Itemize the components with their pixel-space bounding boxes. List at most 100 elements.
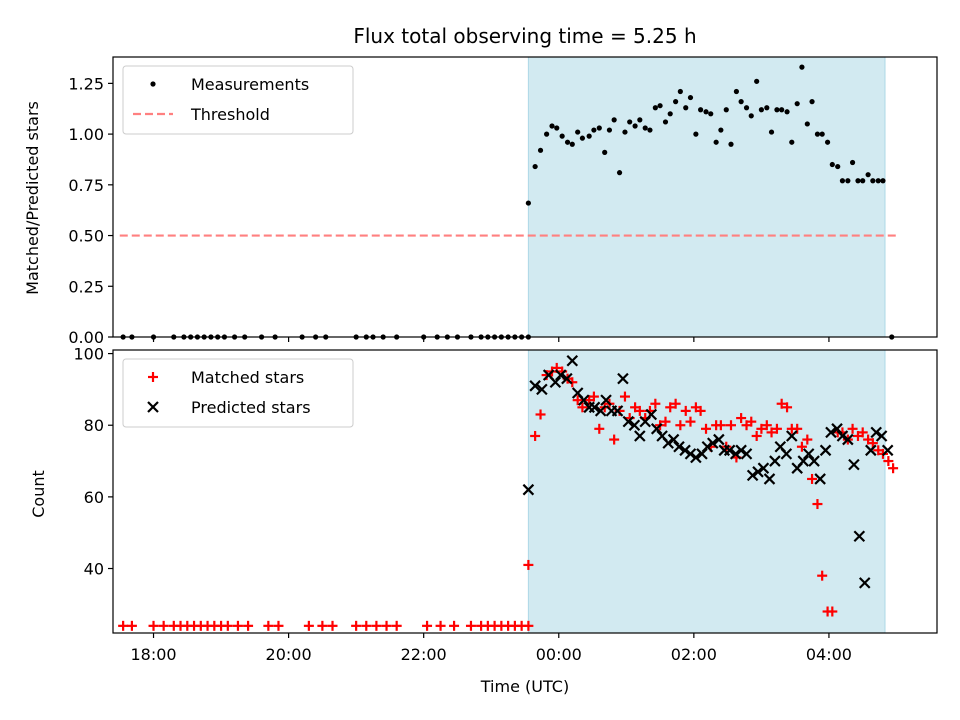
- measurement-point: [569, 141, 575, 147]
- measurement-point: [693, 131, 699, 137]
- x-axis-ticks: [152, 337, 830, 342]
- measurement-point: [784, 109, 790, 115]
- predicted-star-point: [522, 483, 535, 496]
- matched-star-point: [273, 620, 284, 631]
- predicted-star-point: [723, 444, 736, 457]
- matched-star-point: [351, 620, 362, 631]
- measurement-point: [748, 113, 754, 119]
- measurement-point: [532, 163, 538, 170]
- measurement-point: [804, 121, 810, 127]
- matched-star-point: [685, 416, 696, 427]
- matched-star-point: [572, 395, 583, 406]
- matched-star-point: [857, 427, 868, 438]
- x-tick-label: 00:00: [536, 645, 582, 664]
- matched-star-point: [126, 620, 137, 631]
- matched-star-point: [118, 620, 129, 631]
- matched-star-point: [263, 620, 274, 631]
- matched-star-point: [609, 434, 620, 445]
- y-tick-label: 100: [73, 345, 104, 364]
- measurement-point: [591, 127, 597, 133]
- predicted-star-point: [757, 462, 770, 474]
- matched-star-point: [867, 438, 878, 449]
- measurement-point: [829, 161, 835, 168]
- matched-star-point: [650, 398, 661, 409]
- matched-star-point: [158, 620, 169, 631]
- legend-label: Measurements: [191, 75, 309, 94]
- matched-star-point: [222, 620, 233, 631]
- predicted-star-point: [650, 423, 663, 435]
- matched-star-point: [675, 420, 686, 431]
- measurement-point: [839, 178, 846, 184]
- measurement-point: [768, 129, 775, 135]
- matched-star-point: [726, 420, 736, 431]
- predicted-star-point: [536, 383, 548, 396]
- measurement-point: [728, 141, 734, 147]
- measurement-point: [698, 107, 704, 113]
- y-axis-label: Matched/Predicted stars: [23, 101, 42, 295]
- matched-star-point: [303, 620, 314, 631]
- legend-label: Threshold: [190, 105, 270, 124]
- measurement-point: [616, 170, 623, 176]
- matched-star-point: [588, 391, 599, 402]
- predicted-star-point: [673, 440, 685, 453]
- y-tick-label: 40: [84, 560, 104, 579]
- predicted-star-point: [645, 408, 658, 421]
- measurement-point: [718, 127, 724, 133]
- predicted-star-point: [825, 426, 837, 439]
- matched-star-point: [535, 409, 546, 420]
- measurement-point: [657, 103, 663, 109]
- predicted-star-point: [836, 430, 849, 442]
- measurement-point: [774, 107, 780, 113]
- matched-star-point: [847, 423, 858, 434]
- matched-star-point: [670, 398, 681, 409]
- measurement-point: [789, 139, 795, 145]
- plot-frame: [112, 56, 938, 338]
- predicted-star-point: [667, 433, 680, 446]
- predicted-star-point: [858, 577, 871, 589]
- matched-star-point: [148, 620, 159, 631]
- x-axis-ticks: 18:00 20:00 22:00 00:00 02:00 04:00: [130, 633, 852, 664]
- predicted-star-point: [842, 433, 854, 446]
- predicted-star-point: [622, 415, 635, 428]
- matched-star-point: [243, 620, 254, 631]
- matched-star-point: [782, 402, 793, 413]
- panel-counts: 40 60 80 100 18:00 20:00 22:00 00:00 02:00 04:00…: [29, 345, 938, 696]
- predicted-star-point: [769, 455, 781, 467]
- predicted-star-point: [881, 444, 894, 457]
- measurement-point: [713, 139, 719, 145]
- legend-box: [122, 65, 354, 135]
- predicted-star-point: [696, 448, 708, 460]
- predicted-star-point: [819, 444, 832, 457]
- y-axis-label: Count: [29, 470, 48, 518]
- measurement-point: [880, 178, 886, 184]
- matched-star-point: [888, 463, 899, 474]
- matched-star-point: [807, 473, 818, 484]
- measurement-point: [708, 111, 714, 117]
- y-tick-label: 1.00: [68, 125, 104, 144]
- matched-star-point: [766, 427, 777, 438]
- measurement-point: [559, 133, 565, 139]
- legend-swatch: [148, 372, 158, 382]
- y-tick-label: 0.75: [68, 176, 104, 195]
- predicted-star-point: [797, 455, 810, 467]
- y-tick-label: 1.25: [68, 74, 104, 93]
- measurement-point: [667, 111, 673, 117]
- predicted-star-point: [786, 430, 798, 442]
- measurement-point: [637, 117, 643, 123]
- measurement-point: [870, 178, 876, 184]
- measurement-point: [602, 149, 608, 155]
- measurement-point: [586, 133, 592, 139]
- matched-star-point: [634, 405, 645, 416]
- matched-star-point: [802, 434, 813, 445]
- y-tick-label: 80: [84, 416, 104, 435]
- matched-star-point: [327, 620, 338, 631]
- measurement-point: [794, 101, 800, 107]
- predicted-star-point: [690, 451, 702, 464]
- matched-star-point: [751, 430, 762, 441]
- matched-star-point: [660, 416, 671, 427]
- matched-star-point: [701, 423, 712, 434]
- measurement-point: [855, 178, 861, 184]
- predicted-star-point: [628, 419, 641, 432]
- matched-star-point: [761, 420, 772, 431]
- measurement-point: [865, 172, 871, 178]
